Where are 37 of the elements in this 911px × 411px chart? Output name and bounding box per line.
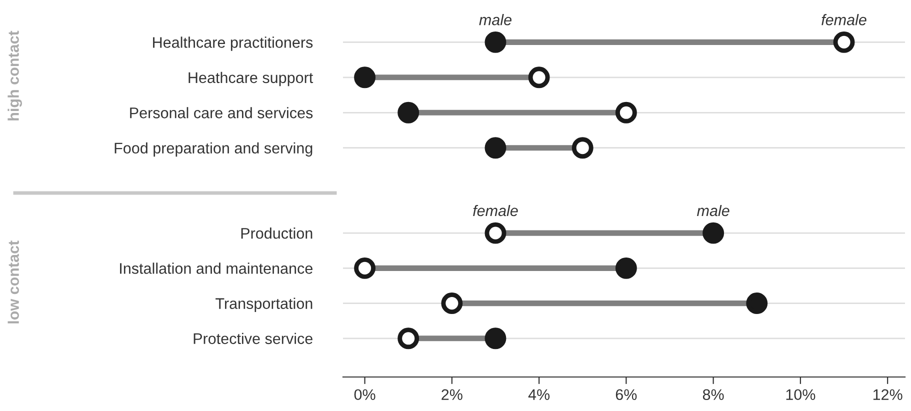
x-tick-label: 10% [786, 389, 816, 400]
point [484, 222, 506, 244]
y-tick-label: Healthcare practitioners [153, 36, 313, 51]
x-tick-label: 2% [442, 389, 462, 400]
point [354, 257, 376, 279]
point [615, 102, 637, 124]
y-tick-label: Protective service [194, 332, 312, 344]
y-tick-label: Heathcare support [188, 72, 314, 86]
x-tick-label: 6% [616, 389, 637, 400]
x-tick-label: 12% [873, 389, 902, 400]
point [484, 137, 506, 159]
point [615, 257, 637, 279]
y-tick-label: Personal care and services [130, 107, 313, 118]
point [746, 292, 768, 314]
point [702, 222, 724, 244]
y-tick-label: Production [241, 228, 312, 239]
series-label: male [697, 204, 730, 216]
point [398, 328, 420, 350]
point [572, 137, 594, 159]
series-label: female [473, 204, 518, 216]
y-tick-label: Food preparation and serving [114, 142, 312, 157]
y-tick-label: Installation and maintenance [120, 262, 312, 274]
point [398, 102, 420, 124]
y-axis-title: low contact [8, 240, 19, 324]
point [354, 66, 376, 88]
point [484, 31, 506, 53]
series-label: female [822, 14, 866, 26]
point [833, 31, 855, 53]
x-tick-label: 0% [354, 389, 376, 400]
x-tick-label: 8% [702, 389, 724, 400]
x-tick-label: 4% [528, 389, 550, 400]
y-tick-label: Transportation [216, 298, 312, 312]
point [528, 66, 550, 88]
y-axis-title: high contact [8, 30, 22, 120]
point [441, 292, 463, 314]
series-label: male [479, 14, 512, 26]
point [484, 328, 506, 350]
